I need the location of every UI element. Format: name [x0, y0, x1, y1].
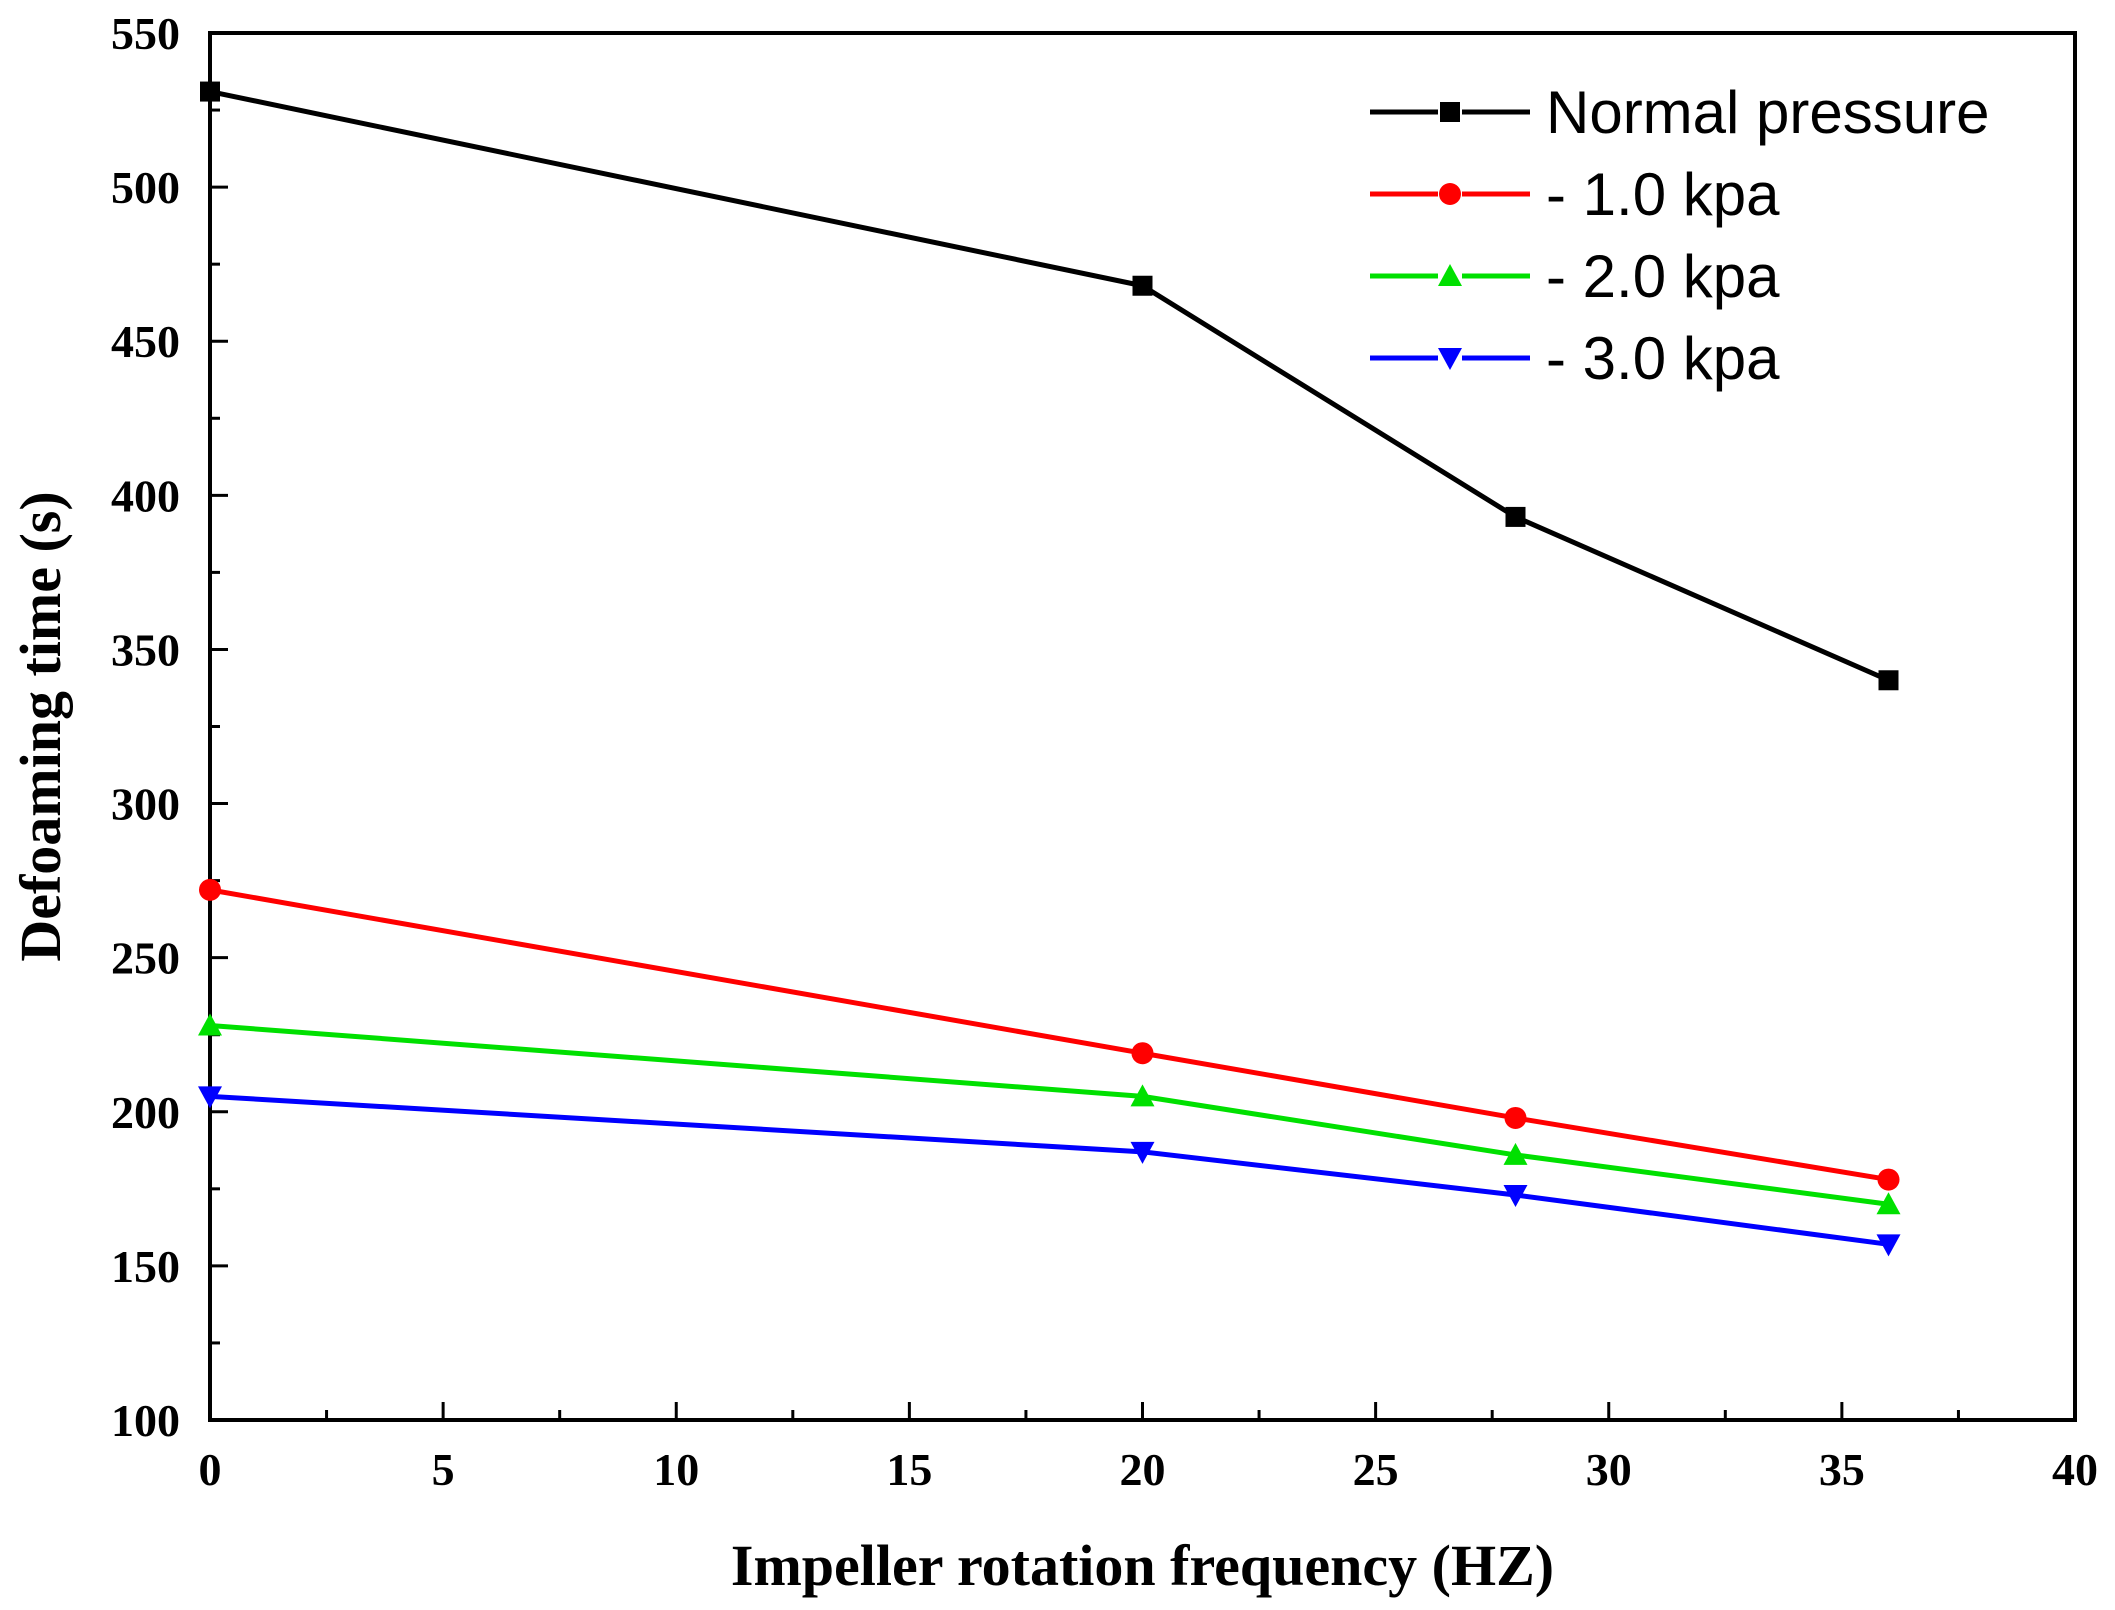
y-tick-label: 100: [111, 1395, 180, 1446]
x-tick-label: 25: [1353, 1444, 1399, 1495]
y-tick-label: 500: [111, 162, 180, 213]
series-line: [209, 887, 1889, 1183]
data-point: [1876, 1234, 1901, 1257]
legend-entry: - 3.0 kpa: [1370, 325, 1780, 392]
legend-marker: [1438, 348, 1462, 370]
legend-label: - 2.0 kpa: [1546, 243, 1780, 310]
y-axis-title: Defoaming time (s): [8, 491, 73, 961]
y-tick-label: 350: [111, 624, 180, 675]
data-point: [1132, 275, 1153, 296]
y-tick-label: 150: [111, 1241, 180, 1292]
y-tick-label: 250: [111, 933, 180, 984]
x-tick-label: 30: [1586, 1444, 1632, 1495]
legend-label: Normal pressure: [1546, 79, 1989, 146]
y-tick-label: 450: [111, 316, 180, 367]
series-0: [200, 81, 1899, 691]
legend-entry: Normal pressure: [1370, 79, 1989, 146]
data-point: [1876, 1192, 1901, 1215]
x-tick-label: 35: [1819, 1444, 1865, 1495]
legend-label: - 3.0 kpa: [1546, 325, 1780, 392]
x-tick-label: 5: [432, 1444, 455, 1495]
data-point: [1131, 1042, 1154, 1065]
legend-marker: [1439, 183, 1461, 205]
data-point: [1878, 670, 1899, 691]
data-point: [198, 1013, 222, 1036]
series-line: [209, 1093, 1889, 1247]
data-point: [1130, 1141, 1155, 1164]
x-tick-label: 40: [2052, 1444, 2098, 1495]
data-point: [1503, 1184, 1528, 1207]
data-point: [199, 878, 221, 901]
legend: Normal pressure - 1.0 kpa - 2.0 kpa - 3.0 k…: [1370, 79, 1989, 392]
legend-marker: [1438, 264, 1462, 286]
data-point: [1503, 1142, 1528, 1165]
plot-frame: [208, 31, 2077, 1422]
y-tick-label: 200: [111, 1087, 180, 1138]
data-point: [1130, 1084, 1155, 1107]
data-point: [198, 1086, 222, 1109]
data-point: [1504, 1106, 1527, 1129]
x-tick-label: 15: [886, 1444, 932, 1495]
series-line: [209, 1022, 1889, 1207]
x-tick-label: 0: [199, 1444, 222, 1495]
y-tick-label: 400: [111, 470, 180, 521]
y-tick-label: 550: [111, 8, 180, 59]
y-tick-label: 300: [111, 779, 180, 830]
legend-entry: - 1.0 kpa: [1370, 161, 1780, 228]
series-3: [198, 1086, 1901, 1257]
x-axis-title: Impeller rotation frequency (HZ): [731, 1533, 1554, 1598]
data-point: [200, 81, 220, 102]
series-line: [209, 89, 1890, 683]
series-2: [198, 1013, 1901, 1215]
legend-marker: [1440, 102, 1460, 122]
data-point: [1877, 1168, 1900, 1191]
legend-label: - 1.0 kpa: [1546, 161, 1780, 228]
legend-entry: - 2.0 kpa: [1370, 243, 1780, 310]
data-point: [1505, 506, 1526, 527]
x-tick-label: 20: [1120, 1444, 1166, 1495]
series-1: [199, 878, 1900, 1191]
x-tick-label: 10: [653, 1444, 699, 1495]
